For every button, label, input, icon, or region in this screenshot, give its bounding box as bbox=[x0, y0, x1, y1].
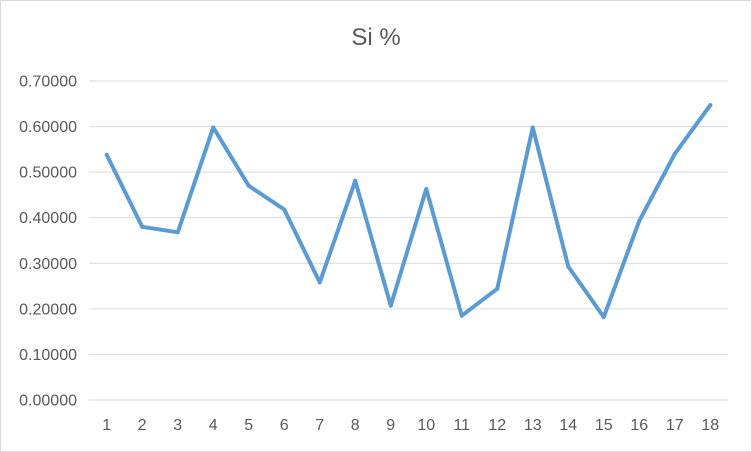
y-tick-label: 0.10000 bbox=[19, 347, 77, 364]
data-point bbox=[495, 286, 500, 291]
x-tick-label: 17 bbox=[666, 417, 684, 434]
y-tick-label: 0.00000 bbox=[19, 393, 77, 410]
x-axis-ticks: 1 2 3 4 5 6 7 8 9 10 11 12 13 14 15 16 17 18 bbox=[102, 417, 719, 434]
data-point bbox=[530, 125, 535, 130]
x-tick-label: 8 bbox=[351, 417, 360, 434]
data-point bbox=[566, 264, 571, 269]
y-tick-label: 0.50000 bbox=[19, 165, 77, 182]
x-tick-label: 3 bbox=[173, 417, 182, 434]
y-axis-ticks: 0.00000 0.10000 0.20000 0.30000 0.40000 0.500… bbox=[19, 74, 77, 410]
x-tick-label: 14 bbox=[559, 417, 577, 434]
x-tick-label: 18 bbox=[701, 417, 719, 434]
x-tick-label: 2 bbox=[138, 417, 147, 434]
x-tick-label: 16 bbox=[630, 417, 648, 434]
chart-title: Si % bbox=[351, 24, 400, 51]
y-tick-label: 0.60000 bbox=[19, 119, 77, 136]
x-tick-label: 6 bbox=[280, 417, 289, 434]
data-point bbox=[353, 178, 358, 183]
x-tick-label: 15 bbox=[595, 417, 613, 434]
data-point bbox=[601, 315, 606, 320]
x-tick-label: 12 bbox=[488, 417, 506, 434]
x-tick-label: 4 bbox=[209, 417, 218, 434]
data-point bbox=[388, 303, 393, 308]
data-point bbox=[637, 218, 642, 223]
gridlines bbox=[89, 80, 728, 401]
x-tick-label: 13 bbox=[524, 417, 542, 434]
data-point bbox=[708, 103, 713, 108]
data-point bbox=[459, 313, 464, 318]
x-tick-label: 5 bbox=[244, 417, 253, 434]
data-point bbox=[104, 152, 109, 157]
data-point bbox=[672, 151, 677, 156]
y-tick-label: 0.40000 bbox=[19, 210, 77, 227]
y-tick-label: 0.70000 bbox=[19, 74, 77, 91]
series-line bbox=[104, 103, 713, 320]
x-tick-label: 1 bbox=[102, 417, 111, 434]
data-point bbox=[282, 207, 287, 212]
y-tick-label: 0.20000 bbox=[19, 301, 77, 318]
y-tick-label: 0.30000 bbox=[19, 256, 77, 273]
x-tick-label: 11 bbox=[453, 417, 470, 434]
data-point bbox=[246, 183, 251, 188]
x-tick-label: 9 bbox=[386, 417, 395, 434]
data-point bbox=[175, 230, 180, 235]
x-tick-label: 7 bbox=[315, 417, 324, 434]
series-layer bbox=[104, 103, 713, 320]
data-point bbox=[424, 187, 429, 192]
data-point bbox=[317, 280, 322, 285]
data-point bbox=[211, 125, 216, 130]
data-point bbox=[140, 224, 145, 229]
x-tick-label: 10 bbox=[417, 417, 435, 434]
